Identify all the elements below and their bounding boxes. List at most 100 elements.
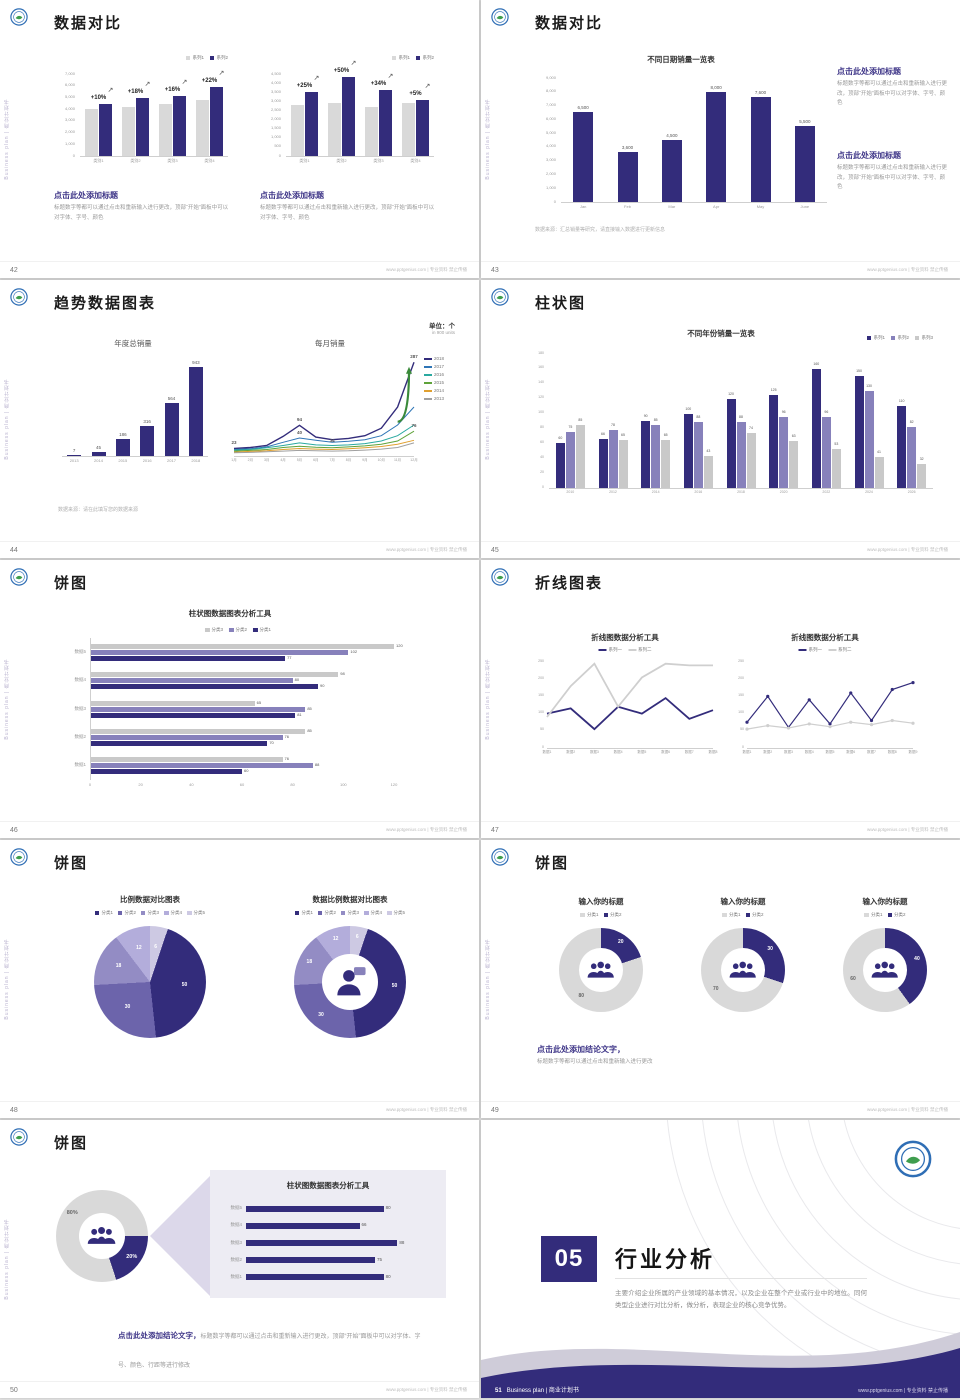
legend-label: 分类2	[124, 910, 136, 915]
y-tick-label: 0	[72, 152, 75, 158]
bar-value-label: 32	[919, 457, 924, 462]
bar-value-label: 76	[284, 733, 289, 739]
legend-marker	[603, 912, 608, 918]
bar-value-label: 75	[568, 425, 573, 430]
sidebar-vertical-text: Business plan | 商业计划书	[4, 98, 10, 180]
sidebar-vertical-text: Business plan | 商业计划书	[485, 378, 491, 460]
x-tick-label: 数据6	[661, 750, 671, 754]
bar	[565, 432, 575, 488]
bar-value-label: 45	[95, 444, 101, 450]
chart-title: 输入你的标题	[578, 897, 624, 906]
slide-49-donut-charts[interactable]: Business plan | 商业计划书 饼图 输入你的标题 分类1 分类2 2…	[481, 840, 960, 1118]
slice-label: 30	[318, 1012, 324, 1019]
bar-value-label: 7,600	[754, 90, 767, 96]
donut-hole	[863, 948, 907, 992]
legend-marker	[317, 910, 323, 916]
x-tick-label: 2010	[566, 490, 575, 494]
ratio-pie-chart: 6 50 30 18 12	[94, 926, 206, 1038]
slide-number: 48	[10, 1107, 18, 1114]
legend-label: 分类1	[870, 912, 883, 917]
bar	[90, 757, 283, 763]
analysis-hbar-chart: 数据5 120 102 77 数据4 98 80 90 数据3 65 85 81 数据2 85 76 70 数据…	[68, 627, 408, 790]
slide-45-column-chart[interactable]: Business plan | 商业计划书 柱状图 不同年份销量一览表 180 1…	[481, 280, 960, 558]
chart-title: 年度总销量	[114, 339, 152, 348]
footer-watermark: www.pptgenius.com | 专业资料 禁止传播	[858, 1388, 948, 1394]
caption-heading: 点击此处添加标题	[837, 67, 901, 76]
bar	[210, 87, 223, 156]
bar	[90, 712, 296, 718]
legend-item: 系列二	[828, 647, 852, 653]
y-tick-label: 150	[738, 692, 744, 697]
bar-value-label: 76	[284, 756, 289, 762]
legend-item: 分类2	[603, 912, 622, 918]
slide-47-line-charts[interactable]: Business plan | 商业计划书 折线图表 折线图数据分析工具 250…	[481, 560, 960, 838]
sidebar-vertical-text: Business plan | 商业计划书	[485, 98, 491, 180]
smooth-line-chart: 250 200 150 100 50 0 数据1 数据2 数据3 数据4 数据5 数据6 数据7 数据8 系…	[533, 647, 717, 758]
x-tick-label: 类别3	[167, 158, 178, 163]
legend-label: 分类3	[147, 910, 159, 915]
legend-marker	[117, 910, 123, 916]
slide-42-data-comparison[interactable]: Business plan | 商业计划书 数据对比 7,000 6,000 5,0…	[0, 0, 479, 278]
data-label: 76	[411, 423, 417, 429]
unit-label: 单位：个	[429, 323, 455, 330]
slide-48-pie-charts[interactable]: Business plan | 商业计划书 饼图 比例数据对比图表 分类1 分类2…	[0, 840, 479, 1118]
slide-46-hbar-chart[interactable]: Business plan | 商业计划书 饼图 柱状图数据图表分析工具 数据5…	[0, 560, 479, 838]
legend-item: 2018	[423, 356, 444, 361]
legend-item: 分类1	[253, 627, 271, 633]
x-axis	[561, 202, 827, 203]
annual-sales-bar-chart: 7 2013 45 2014 186 2015 316 2016 564 2017 943 2018	[58, 354, 208, 466]
bar	[291, 104, 304, 156]
bar	[305, 92, 318, 156]
slide-50-donut-and-bars[interactable]: Business plan | 商业计划书 饼图 20% 80% 柱状图数据图表分…	[0, 1120, 479, 1398]
growth-label: +50%	[333, 67, 350, 74]
bar	[651, 424, 661, 488]
bar-value-label: 88	[314, 762, 320, 768]
bar-value-label: 564	[167, 395, 176, 401]
legend-marker	[415, 55, 421, 61]
bar	[854, 376, 864, 488]
legend-marker	[423, 373, 432, 376]
pie-chart-body	[94, 926, 206, 1038]
slide-43-data-comparison[interactable]: Business plan | 商业计划书 数据对比 不同日期销量一览表 9,0…	[481, 0, 960, 278]
caption-block: 点击此处添加标题 标题数字等都可以通过点击和重新输入进行更改，顶部“开始”面板中…	[54, 190, 230, 223]
row-label: 数据2	[74, 733, 86, 739]
y-tick-label: 0	[542, 484, 544, 489]
x-tick-label: 类别2	[130, 158, 141, 163]
bar-value-label: 60	[558, 436, 563, 441]
unit-note: 单位：个 in 900 units	[429, 320, 455, 335]
slide-44-trend-charts[interactable]: Business plan | 商业计划书 趋势数据图表 单位：个 in 900…	[0, 280, 479, 558]
slide-51-section-cover[interactable]: 05 行业分析 主要介绍企业所属的产业领域的基本情况，以及企业在整个产业或行业中…	[481, 1120, 960, 1398]
legend-item: 分类5	[387, 910, 405, 916]
donut-hole	[322, 954, 378, 1010]
bar-value-label: 88	[399, 1239, 405, 1245]
slice-label: 80	[578, 993, 585, 1000]
bar	[402, 103, 415, 156]
conclusion-heading: 点击此处添加结论文字，	[118, 1331, 201, 1340]
bar	[746, 432, 756, 488]
bar	[575, 424, 585, 488]
legend-item: 系列1	[185, 55, 204, 61]
legend-label: 系列一	[808, 647, 823, 652]
y-tick-label: 50	[740, 727, 744, 732]
x-tick-label: 6月	[313, 458, 319, 462]
legend-item: 分类2	[317, 910, 336, 916]
footer-left: 51 Business plan | 商业计划书	[495, 1385, 579, 1394]
caption-block: 点击此处添加标题 标题数字等都可以通过点击和重新输入进行更改，顶部“开始”面板中…	[837, 66, 947, 109]
bar	[90, 684, 318, 690]
sidebar-vertical-text: Business plan | 商业计划书	[485, 938, 491, 1020]
data-label: 23	[231, 440, 237, 446]
bar	[769, 394, 779, 488]
monthly-sales-line-chart: 1月 2月 3月 4月 5月 6月 7月 8月 9月 10月 11月 12月 23 94 40 34 76 287…	[228, 354, 444, 466]
caption-body: 标题数字等都可以通过点击和重新输入进行更改，顶部“开始”面板中可以对字体、字号、…	[54, 205, 229, 221]
bar	[90, 700, 255, 706]
legend-label: 分类2	[752, 912, 764, 917]
y-tick-label: 3,500	[270, 88, 281, 94]
bar-value-label: 80	[294, 677, 300, 683]
slide-title: 数据对比	[54, 15, 123, 32]
growth-bar-chart-left: 7,000 6,000 5,000 4,000 3,000 2,000 1,000 0 类别1 +…	[54, 55, 228, 166]
legend-label: 2013	[433, 396, 444, 401]
bar	[811, 368, 821, 488]
y-tick-label: 4,000	[545, 143, 556, 149]
legend-label: 分类3	[211, 627, 223, 632]
y-tick-label: 6,000	[64, 82, 75, 88]
